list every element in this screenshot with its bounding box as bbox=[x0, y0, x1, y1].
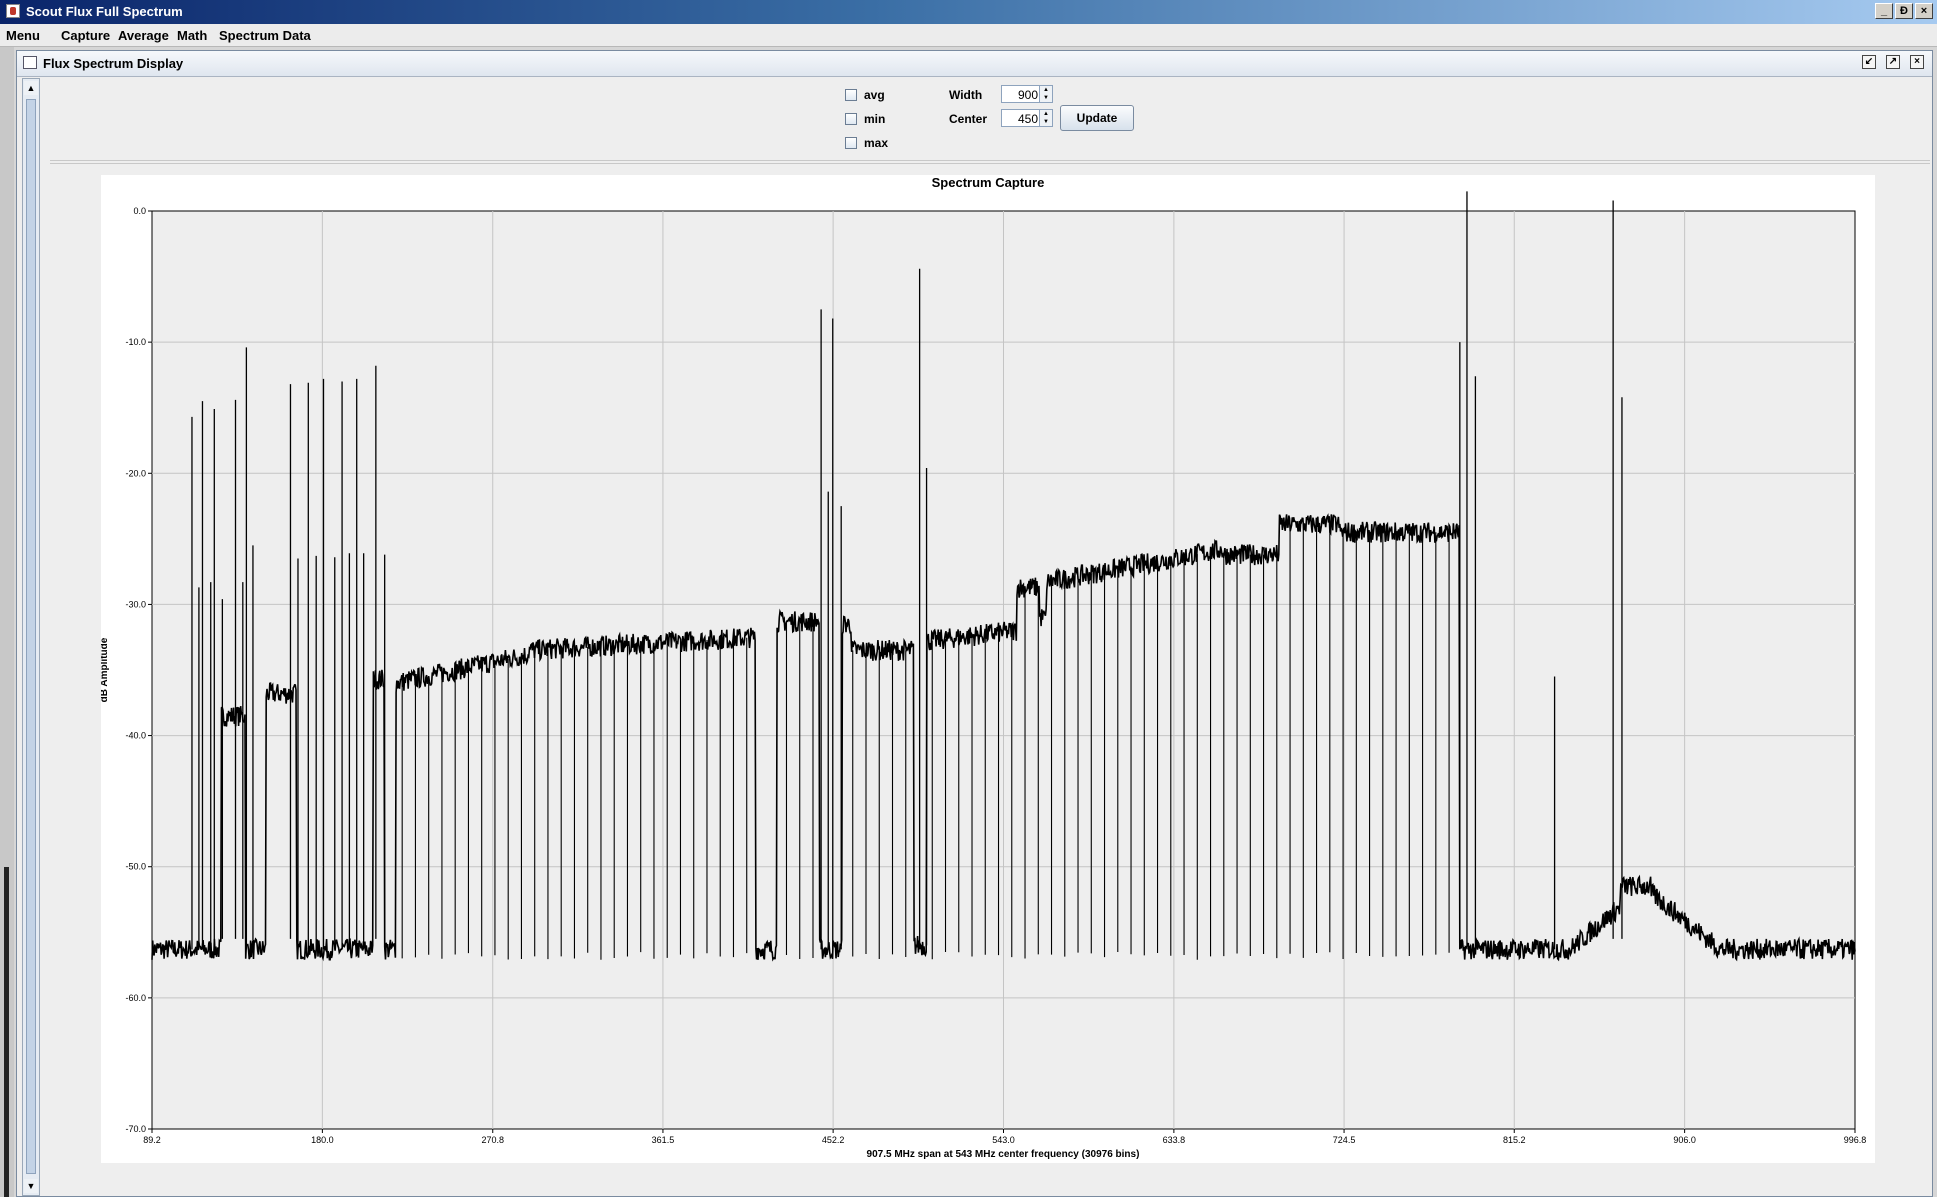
controls-panel: avg min max Width 900 ▲ ▼ Center 450 ▲ ▼ U… bbox=[50, 78, 1930, 164]
desktop-edge bbox=[0, 47, 14, 1197]
width-spinner[interactable]: 900 ▲ ▼ bbox=[1001, 85, 1053, 103]
y-tick-label: -30.0 bbox=[125, 599, 146, 609]
center-value[interactable]: 450 bbox=[1017, 112, 1038, 126]
y-tick-label: -50.0 bbox=[125, 862, 146, 872]
width-value[interactable]: 900 bbox=[1017, 88, 1038, 102]
y-tick-label: -70.0 bbox=[125, 1124, 146, 1134]
spinner-arrows-icon[interactable]: ▲ ▼ bbox=[1039, 86, 1052, 102]
restore-button[interactable]: Ɖ bbox=[1895, 3, 1913, 19]
y-tick-label: -40.0 bbox=[125, 731, 146, 741]
min-checkbox-label: min bbox=[864, 112, 886, 126]
scroll-up-arrow-icon[interactable]: ▲ bbox=[24, 81, 38, 95]
max-checkbox-label: max bbox=[864, 136, 889, 150]
iconify-icon[interactable]: ↙ bbox=[1862, 55, 1876, 69]
center-spinner[interactable]: 450 ▲ ▼ bbox=[1001, 109, 1053, 127]
frame-icon bbox=[23, 56, 37, 69]
width-label: Width bbox=[949, 88, 983, 102]
avg-checkbox-label: avg bbox=[864, 88, 885, 102]
java-app-icon bbox=[6, 4, 20, 18]
max-checkbox[interactable]: max bbox=[845, 136, 888, 150]
window-title: Scout Flux Full Spectrum bbox=[26, 4, 183, 19]
chart-panel: Spectrum Capture 0.0 -10.0 -20.0 -30.0 -40.0… bbox=[99, 175, 1875, 1163]
center-label: Center bbox=[949, 112, 988, 126]
x-axis-ticks: 89.2 180.0 270.8 361.5 452.2 543.0 633.8 724.5 8… bbox=[143, 1129, 1866, 1145]
internal-frame-controls: ↙ ↗ × bbox=[1862, 55, 1924, 69]
y-axis-ticks: 0.0 -10.0 -20.0 -30.0 -40.0 -50.0 -60.0 -70.0 bbox=[125, 206, 152, 1134]
x-tick-label: 361.5 bbox=[652, 1135, 675, 1145]
menu-item-menu[interactable]: Menu bbox=[6, 28, 40, 43]
checkbox-box[interactable] bbox=[845, 137, 857, 149]
x-tick-label: 89.2 bbox=[143, 1135, 161, 1145]
x-tick-label: 543.0 bbox=[992, 1135, 1015, 1145]
x-tick-label: 633.8 bbox=[1163, 1135, 1186, 1145]
spectrum-chart: Spectrum Capture 0.0 -10.0 -20.0 -30.0 -40.0… bbox=[99, 175, 1866, 1160]
minimize-button[interactable]: _ bbox=[1875, 3, 1893, 19]
menu-item-math[interactable]: Math bbox=[177, 28, 208, 43]
maximize-icon[interactable]: ↗ bbox=[1886, 55, 1900, 69]
spectrum-line bbox=[151, 513, 1856, 962]
chart-title: Spectrum Capture bbox=[932, 175, 1045, 190]
y-tick-label: -60.0 bbox=[125, 993, 146, 1003]
menu-item-spectrum-data[interactable]: Spectrum Data bbox=[219, 28, 311, 43]
x-tick-label: 180.0 bbox=[311, 1135, 334, 1145]
x-tick-label: 724.5 bbox=[1333, 1135, 1356, 1145]
spectrum-trace bbox=[151, 191, 1856, 962]
internal-frame-titlebar: Flux Spectrum Display ↙ ↗ × bbox=[17, 51, 1932, 77]
x-tick-label: 906.0 bbox=[1673, 1135, 1696, 1145]
window-titlebar: Scout Flux Full Spectrum _ Ɖ × bbox=[0, 0, 1937, 24]
y-axis-label: dB Amplitude bbox=[101, 637, 110, 702]
spinner-arrows-icon[interactable]: ▲ ▼ bbox=[1039, 110, 1052, 126]
avg-checkbox[interactable]: avg bbox=[845, 88, 885, 102]
y-tick-label: 0.0 bbox=[133, 206, 146, 216]
menu-item-average[interactable]: Average bbox=[118, 28, 169, 43]
min-checkbox[interactable]: min bbox=[845, 112, 885, 126]
checkbox-box[interactable] bbox=[845, 113, 857, 125]
close-button[interactable]: × bbox=[1915, 3, 1933, 19]
grid-lines bbox=[152, 211, 1855, 1129]
x-tick-label: 452.2 bbox=[822, 1135, 845, 1145]
x-axis-label: 907.5 MHz span at 543 MHz center frequen… bbox=[867, 1149, 1140, 1160]
menu-bar: Menu Capture Average Math Spectrum Data bbox=[0, 24, 1937, 47]
vertical-scrollbar[interactable]: ▲ ▼ bbox=[22, 78, 40, 1196]
menu-item-capture[interactable]: Capture bbox=[61, 28, 111, 43]
y-tick-label: -20.0 bbox=[125, 468, 146, 478]
update-button[interactable]: Update bbox=[1060, 105, 1134, 131]
internal-frame-title: Flux Spectrum Display bbox=[43, 56, 184, 71]
checkbox-box[interactable] bbox=[845, 89, 857, 101]
scroll-thumb[interactable] bbox=[26, 99, 36, 1174]
x-tick-label: 996.8 bbox=[1844, 1135, 1867, 1145]
window-controls: _ Ɖ × bbox=[1875, 3, 1933, 19]
y-tick-label: -10.0 bbox=[125, 337, 146, 347]
x-tick-label: 270.8 bbox=[481, 1135, 504, 1145]
close-icon[interactable]: × bbox=[1910, 55, 1924, 69]
x-tick-label: 815.2 bbox=[1503, 1135, 1526, 1145]
scroll-down-arrow-icon[interactable]: ▼ bbox=[24, 1179, 38, 1193]
